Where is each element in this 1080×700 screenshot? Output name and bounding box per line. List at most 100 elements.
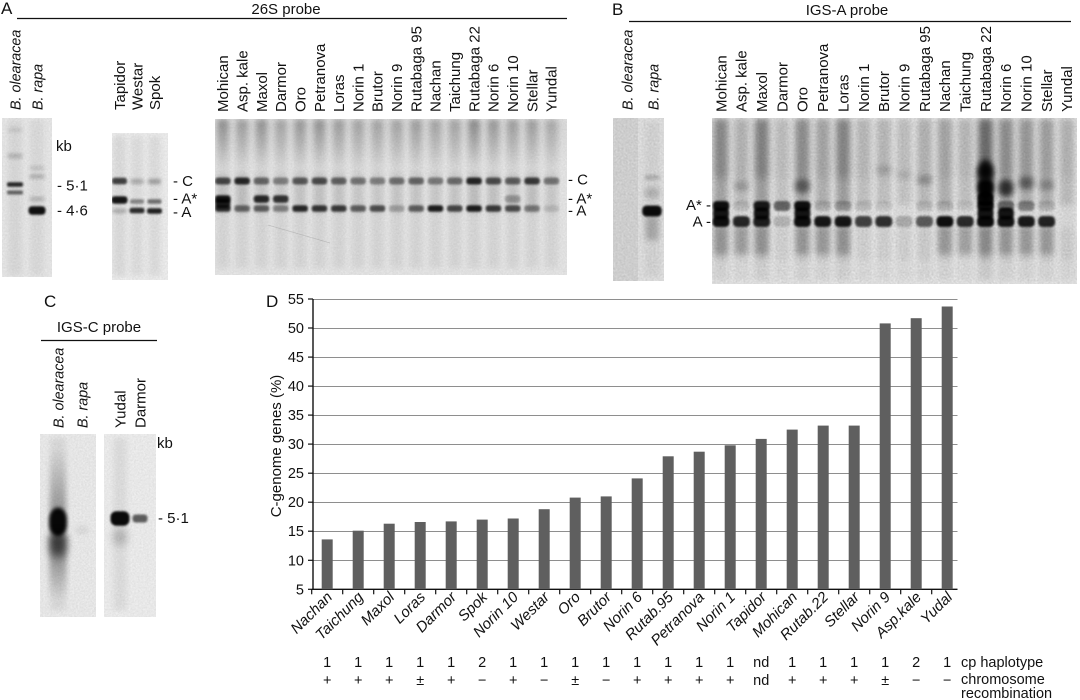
svg-text:25: 25	[288, 466, 304, 482]
svg-text:B. rapa: B. rapa	[30, 64, 46, 110]
svg-text:−: −	[602, 673, 610, 689]
svg-text:Yundal: Yundal	[544, 66, 561, 112]
svg-text:+: +	[633, 673, 641, 689]
svg-text:Petranova: Petranova	[815, 43, 832, 112]
svg-text:−: −	[540, 673, 548, 689]
svg-text:Spok: Spok	[147, 75, 164, 110]
svg-text:Oro: Oro	[292, 87, 309, 112]
svg-text:Rutabaga 95: Rutabaga 95	[917, 26, 934, 112]
svg-text:Tapidor: Tapidor	[112, 61, 129, 110]
svg-text:−: −	[478, 673, 486, 689]
svg-text:Maxol: Maxol	[358, 588, 399, 629]
svg-text:Rutabaga 22: Rutabaga 22	[466, 26, 483, 112]
svg-text:B. olearacea: B. olearacea	[620, 30, 636, 110]
svg-text:1: 1	[602, 655, 610, 671]
svg-text:+: +	[447, 673, 455, 689]
svg-text:1: 1	[664, 655, 672, 671]
svg-text:1: 1	[881, 655, 889, 671]
svg-text:1: 1	[323, 655, 331, 671]
svg-text:+: +	[819, 673, 827, 689]
svg-text:nd: nd	[753, 655, 769, 671]
svg-text:Norin 6: Norin 6	[998, 64, 1015, 112]
svg-text:Rutabaga 95: Rutabaga 95	[408, 26, 425, 112]
svg-text:IGS-A probe: IGS-A probe	[806, 2, 889, 19]
svg-text:Norin 1: Norin 1	[350, 64, 367, 112]
svg-text:chromosome: chromosome	[961, 672, 1045, 688]
svg-text:Yudal: Yudal	[112, 390, 129, 428]
svg-text:1: 1	[850, 655, 858, 671]
svg-text:Maxol: Maxol	[254, 72, 271, 112]
svg-text:1: 1	[540, 655, 548, 671]
svg-text:26S probe: 26S probe	[251, 1, 320, 18]
svg-text:Norin 9: Norin 9	[389, 64, 406, 112]
svg-text:5: 5	[296, 582, 304, 598]
svg-text:1: 1	[509, 655, 517, 671]
svg-text:A: A	[1, 0, 13, 18]
svg-text:IGS-C probe: IGS-C probe	[57, 319, 141, 336]
svg-text:−: −	[943, 673, 951, 689]
svg-text:- 4·6: - 4·6	[57, 203, 88, 220]
svg-text:1: 1	[416, 655, 424, 671]
svg-text:B: B	[612, 0, 623, 19]
svg-text:30: 30	[288, 437, 304, 453]
svg-text:35: 35	[288, 408, 304, 424]
svg-text:Taichung: Taichung	[447, 52, 464, 112]
svg-text:Stellar: Stellar	[1039, 69, 1056, 112]
svg-text:Asp. kale: Asp. kale	[234, 50, 251, 112]
svg-text:±: ±	[416, 673, 424, 689]
svg-text:Loras: Loras	[331, 74, 348, 112]
svg-text:- A*: - A*	[173, 191, 197, 208]
svg-text:Westar: Westar	[129, 63, 146, 110]
svg-text:kb: kb	[157, 435, 173, 452]
svg-text:Darmor: Darmor	[774, 62, 791, 112]
svg-text:Maxol: Maxol	[754, 72, 771, 112]
svg-text:cp haplotype: cp haplotype	[961, 655, 1043, 671]
svg-text:1: 1	[788, 655, 796, 671]
svg-text:Nachan: Nachan	[937, 60, 954, 112]
svg-text:1: 1	[385, 655, 393, 671]
svg-text:Yundal: Yundal	[1059, 66, 1076, 112]
svg-text:Taichung: Taichung	[958, 52, 975, 112]
svg-text:Mohican: Mohican	[713, 55, 730, 112]
svg-text:kb: kb	[56, 138, 72, 155]
svg-text:Rutabaga 22: Rutabaga 22	[978, 26, 995, 112]
svg-text:Petranova: Petranova	[312, 43, 329, 112]
svg-text:Asp. kale: Asp. kale	[734, 50, 751, 112]
svg-text:+: +	[726, 673, 734, 689]
svg-text:15: 15	[288, 524, 304, 540]
svg-text:C-genome genes (%): C-genome genes (%)	[268, 375, 285, 518]
svg-text:±: ±	[571, 673, 579, 689]
svg-text:- 5·1: - 5·1	[158, 510, 189, 527]
svg-text:- 5·1: - 5·1	[57, 178, 88, 195]
svg-text:A* -: A* -	[686, 197, 711, 214]
svg-text:2: 2	[912, 655, 920, 671]
svg-text:C: C	[44, 292, 56, 311]
svg-text:- C: - C	[173, 173, 193, 190]
svg-text:1: 1	[819, 655, 827, 671]
svg-text:B. rapa: B. rapa	[75, 382, 91, 428]
svg-text:Brutor: Brutor	[876, 71, 893, 112]
svg-text:Darmor: Darmor	[132, 378, 149, 428]
svg-text:1: 1	[447, 655, 455, 671]
svg-text:nd: nd	[753, 673, 769, 689]
svg-text:- A: - A	[568, 203, 586, 220]
svg-text:Norin 1: Norin 1	[856, 64, 873, 112]
svg-text:+: +	[323, 673, 331, 689]
svg-text:Mohican: Mohican	[215, 55, 232, 112]
svg-text:50: 50	[288, 321, 304, 337]
svg-text:1: 1	[354, 655, 362, 671]
svg-text:- C: - C	[568, 172, 588, 189]
svg-text:Loras: Loras	[835, 74, 852, 112]
svg-text:10: 10	[288, 553, 304, 569]
svg-text:45: 45	[288, 350, 304, 366]
svg-text:2: 2	[478, 655, 486, 671]
svg-text:Stellar: Stellar	[524, 69, 541, 112]
svg-text:1: 1	[695, 655, 703, 671]
svg-text:−: −	[912, 673, 920, 689]
svg-text:+: +	[788, 673, 796, 689]
svg-text:D: D	[266, 292, 278, 311]
svg-text:B. olearacea: B. olearacea	[8, 30, 24, 110]
svg-text:Brutor: Brutor	[370, 71, 387, 112]
svg-text:Norin 6: Norin 6	[486, 64, 503, 112]
svg-text:1: 1	[726, 655, 734, 671]
